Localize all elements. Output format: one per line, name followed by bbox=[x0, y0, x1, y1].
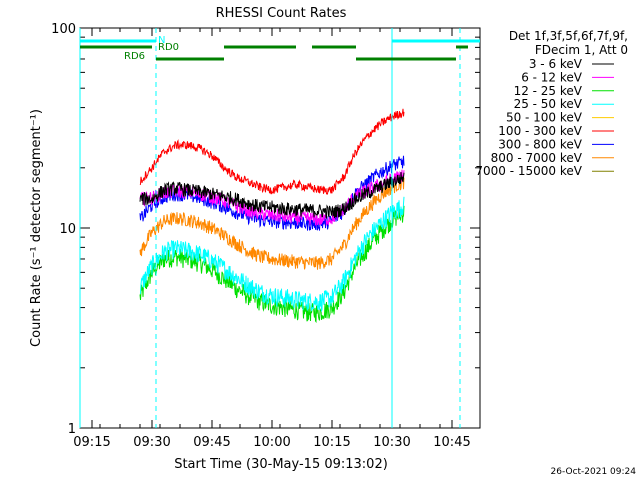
y-axis-label: Count Rate (s⁻¹ detector segment⁻¹) bbox=[29, 109, 44, 347]
legend-title-line-1: Det 1f,3f,5f,6f,7f,9f, bbox=[509, 29, 628, 43]
x-axis-label: Start Time (30-May-15 09:13:02) bbox=[174, 457, 388, 472]
flag-label-rd6: RD6 bbox=[124, 51, 145, 62]
y-tick-label: 1 bbox=[68, 422, 76, 437]
legend-label-1: 6 - 12 keV bbox=[521, 70, 583, 84]
x-tick-label: 10:15 bbox=[313, 435, 350, 450]
legend-label-4: 50 - 100 keV bbox=[506, 111, 583, 125]
series-line-3 bbox=[139, 196, 405, 313]
legend-label-0: 3 - 6 keV bbox=[529, 57, 583, 71]
y-axis-ticks: 1 10 100 bbox=[51, 22, 480, 437]
legend-label-8: 7000 - 15000 keV bbox=[475, 164, 582, 178]
x-tick-label: 09:15 bbox=[73, 435, 110, 450]
flag-label-n: N bbox=[158, 35, 165, 46]
series-line-5 bbox=[139, 108, 405, 195]
x-tick-label: 09:30 bbox=[133, 435, 170, 450]
x-tick-label: 10:30 bbox=[373, 435, 410, 450]
chart-title: RHESSI Count Rates bbox=[216, 6, 347, 21]
legend-label-3: 25 - 50 keV bbox=[514, 97, 583, 111]
x-tick-label: 10:00 bbox=[253, 435, 290, 450]
y-tick-label: 10 bbox=[59, 222, 76, 237]
legend-label-7: 800 - 7000 keV bbox=[491, 151, 583, 165]
flag-label-rd0: RD0 bbox=[158, 42, 179, 53]
y-tick-label: 100 bbox=[51, 22, 76, 37]
series-line-7 bbox=[139, 177, 405, 270]
x-tick-label: 09:45 bbox=[193, 435, 230, 450]
series-line-0 bbox=[139, 172, 405, 219]
legend-label-5: 100 - 300 keV bbox=[498, 124, 582, 138]
legend-title-line-2: FDecim 1, Att 0 bbox=[535, 43, 628, 57]
legend-label-2: 12 - 25 keV bbox=[514, 84, 583, 98]
footer-timestamp: 26-Oct-2021 09:24 bbox=[551, 467, 637, 477]
x-tick-label: 10:45 bbox=[433, 435, 470, 450]
series-layer bbox=[139, 108, 405, 324]
legend-label-6: 300 - 800 keV bbox=[498, 137, 582, 151]
